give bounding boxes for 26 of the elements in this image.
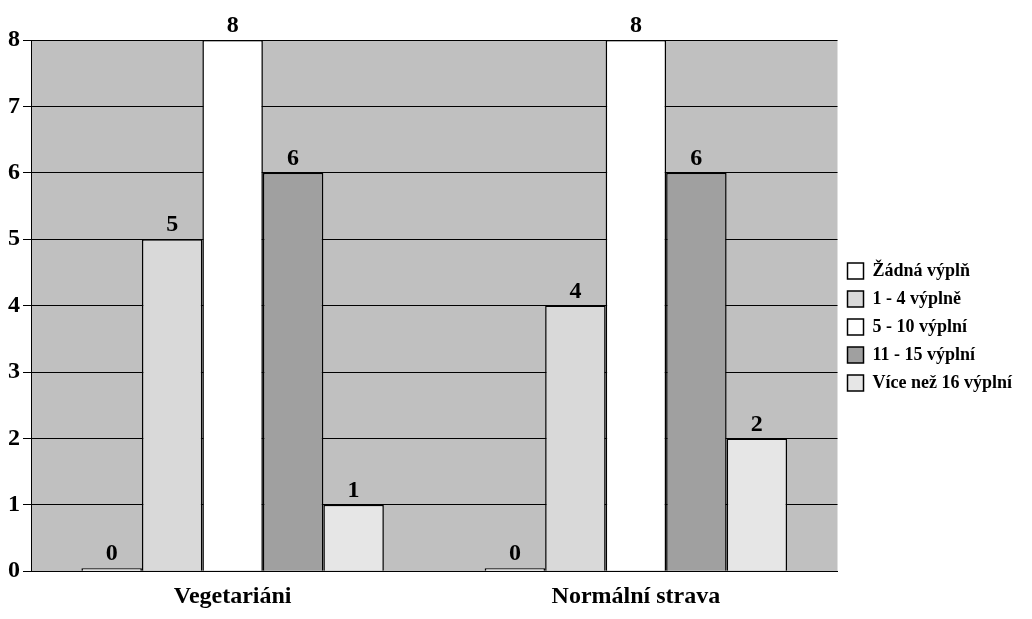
y-tick-label: 2 — [8, 423, 20, 450]
data-label: 8 — [629, 11, 642, 38]
data-label: 4 — [569, 276, 582, 303]
legend-label: Více než 16 výplní — [872, 371, 1013, 392]
y-tick-label: 5 — [8, 224, 20, 251]
data-label: 0 — [105, 539, 118, 566]
x-tick-label: Vegetariáni — [173, 581, 292, 608]
y-tick-label: 4 — [8, 290, 20, 317]
y-tick-label: 3 — [8, 357, 20, 384]
data-label: 2 — [750, 409, 763, 436]
x-tick-label: Normální strava — [551, 581, 721, 608]
data-label: 6 — [690, 144, 703, 170]
data-label: 6 — [287, 144, 300, 170]
legend-label: 1 - 4 výplně — [872, 287, 962, 308]
y-tick-label: 0 — [8, 556, 20, 583]
data-label: 0 — [508, 539, 521, 566]
data-label: 1 — [347, 476, 360, 502]
y-tick-label: 7 — [8, 91, 20, 118]
y-tick-label: 6 — [8, 158, 20, 184]
y-tick-label: 1 — [8, 490, 20, 516]
legend-label: 11 - 15 výplní — [872, 343, 977, 364]
data-label: 8 — [226, 11, 239, 38]
y-tick-label: 8 — [8, 25, 20, 52]
legend-label: Žádná výplň — [872, 258, 971, 280]
legend-label: 5 - 10 výplní — [872, 315, 969, 336]
data-label: 5 — [166, 210, 179, 237]
